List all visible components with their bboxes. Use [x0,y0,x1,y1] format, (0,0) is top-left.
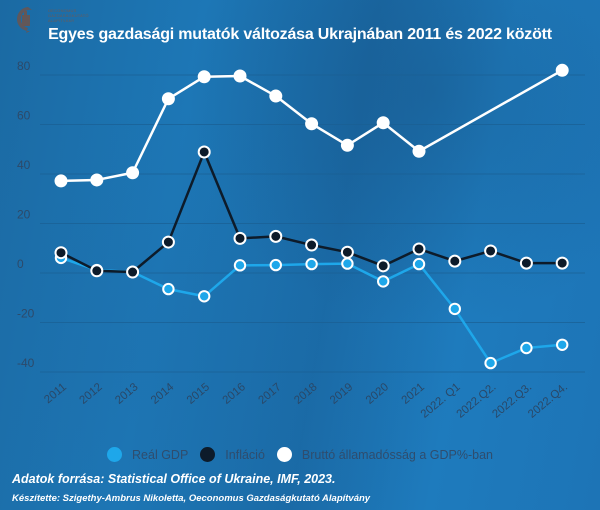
x-tick-label: 2015 [185,381,212,407]
x-tick-label: 2016 [221,381,248,407]
y-tick-label: 60 [17,109,31,123]
data-point-gross-debt [340,138,354,152]
data-point-real-gdp [484,356,497,370]
data-point-inflation [305,238,319,252]
x-tick-label: 2020 [364,381,391,407]
data-point-gross-debt [90,173,104,187]
data-point-inflation [126,265,140,279]
data-point-real-gdp [198,290,211,303]
data-point-inflation [448,254,462,268]
data-point-inflation [233,231,247,245]
data-point-real-gdp [233,259,247,272]
legend-marker-real-gdp [107,447,123,462]
legend-marker-inflation [200,447,216,462]
data-point-gross-debt [376,116,390,130]
x-tick-label: 2018 [292,381,319,407]
data-point-gross-debt [126,166,140,180]
data-point-inflation [90,264,104,278]
data-point-gross-debt [233,69,247,83]
data-point-gross-debt [555,63,569,77]
x-tick-label: 2013 [113,381,140,407]
y-tick-label: -40 [17,356,35,370]
legend-item-real-gdp[interactable]: Reál GDP [107,447,188,462]
data-point-inflation [555,256,569,270]
x-tick-label: 2011 [42,381,69,406]
data-source-note: Adatok forrása: Statistical Office of Uk… [12,472,336,486]
logo-line-3: ALAPÍTVÁNY [48,18,75,23]
logo-line-1: OECONOMUS [48,8,77,13]
data-point-real-gdp [341,257,354,270]
legend-item-gross-debt[interactable]: Bruttó államadósság a GDP%-ban [276,447,493,462]
data-point-real-gdp [520,341,533,355]
y-tick-label: -20 [17,307,35,321]
logo-line-2: GAZDASÁGKUTATÓ [48,13,89,18]
oeconomus-logo: OECONOMUS GAZDASÁGKUTATÓ ALAPÍTVÁNY [10,4,100,33]
data-point-real-gdp [269,258,282,272]
data-point-inflation [269,229,283,243]
y-tick-label: 0 [17,257,24,271]
legend-item-inflation[interactable]: Infláció [200,447,265,462]
y-tick-label: 40 [17,158,31,172]
data-point-inflation [376,259,390,273]
x-tick-label: 2022.Q4. [526,381,570,421]
x-tick-label: 2017 [256,381,283,407]
data-point-gross-debt [412,144,426,158]
x-tick-label: 2014 [149,381,177,407]
author-credit: Készítette: Szigethy-Ambrus Nikoletta, O… [12,493,371,504]
data-point-real-gdp [412,257,426,271]
data-point-inflation [340,245,354,259]
data-point-real-gdp [448,302,461,316]
legend-label-gross-debt: Bruttó államadósság a GDP%-ban [301,447,493,462]
legend-marker-gross-debt [276,447,292,462]
data-point-gross-debt [305,117,319,131]
y-tick-label: 80 [17,59,31,73]
data-point-gross-debt [54,174,68,188]
data-point-real-gdp [305,257,318,271]
y-tick-label: 20 [17,208,31,222]
logo-text: OECONOMUS GAZDASÁGKUTATÓ ALAPÍTVÁNY [48,8,89,23]
data-point-inflation [197,145,211,159]
data-point-inflation [54,246,68,260]
logo-emblem-icon [16,7,32,33]
data-point-inflation [484,244,498,258]
data-point-real-gdp [556,338,569,351]
x-tick-label: 2021 [400,381,427,407]
line-chart: -40 -20 0 20 40 60 80 2011 2012 2013 2014 2015 2016… [17,59,585,421]
chart-title: Egyes gazdasági mutatók változása Ukrajn… [48,26,552,43]
data-point-gross-debt [269,89,283,103]
series-lines [60,69,563,365]
data-point-gross-debt [197,70,211,84]
series-points [54,63,569,370]
data-point-real-gdp [162,282,175,296]
data-point-inflation [161,235,175,249]
data-point-inflation [519,256,533,270]
data-point-gross-debt [161,92,175,106]
legend-label-inflation: Infláció [225,447,265,462]
y-axis-ticks: -40 -20 0 20 40 60 80 [17,59,35,370]
legend-label-real-gdp: Reál GDP [132,447,189,462]
x-tick-label: 2019 [328,381,355,407]
data-point-inflation [412,242,426,256]
x-tick-label: 2012 [77,381,104,407]
x-axis-ticks: 2011 2012 2013 2014 2015 2016 2017 2018 2019 2020… [42,381,570,421]
legend: Reál GDP Infláció Bruttó államadósság a … [0,447,600,462]
data-point-real-gdp [377,275,390,288]
